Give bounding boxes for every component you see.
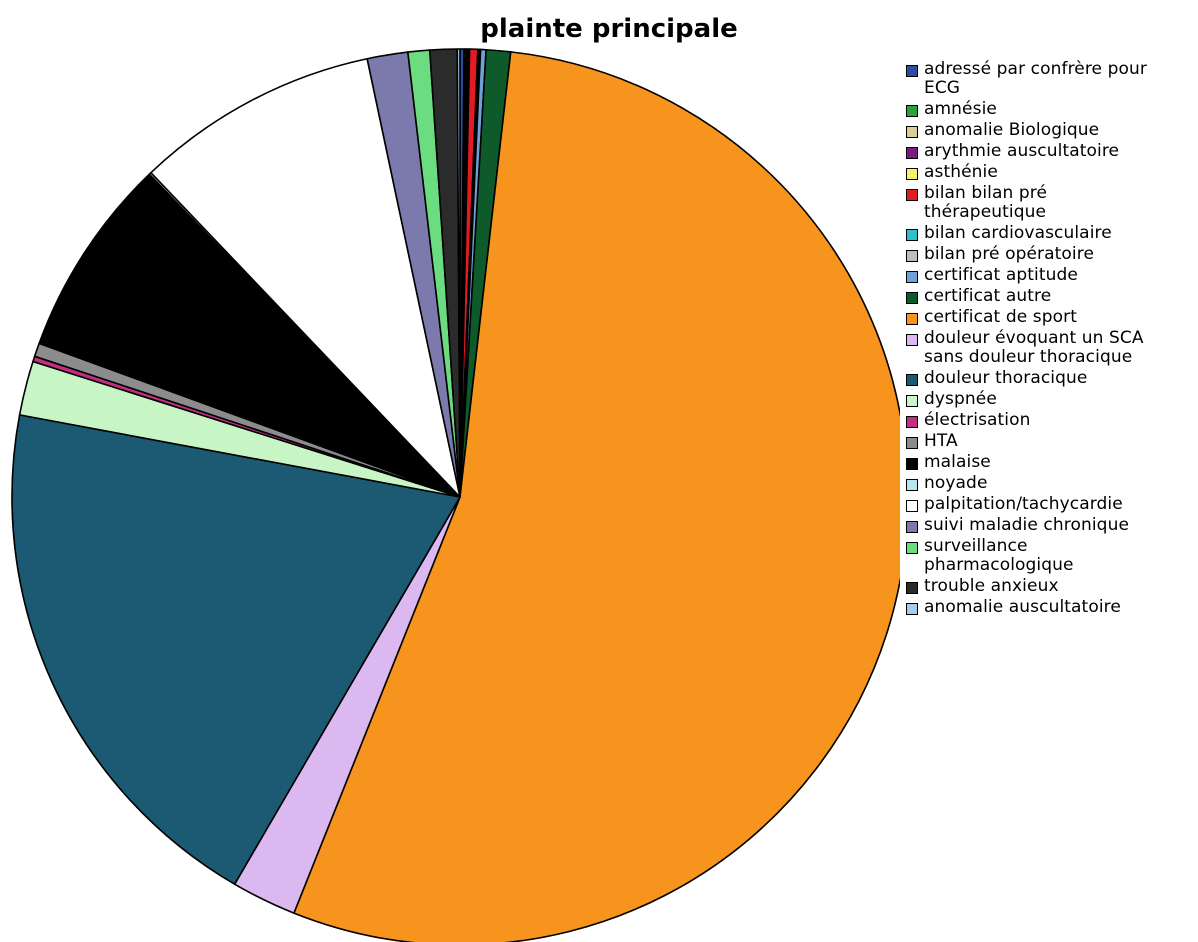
legend-swatch bbox=[906, 437, 918, 449]
legend-item: certificat autre bbox=[906, 287, 1196, 306]
chart-legend: adressé par confrère pour ECG amnésie anom… bbox=[906, 60, 1196, 619]
legend-item: douleur thoracique bbox=[906, 369, 1196, 388]
legend-label: bilan bilan pré thérapeutique bbox=[924, 183, 1048, 222]
legend-swatch bbox=[906, 189, 918, 201]
legend-swatch bbox=[906, 105, 918, 117]
legend-item: bilan cardiovasculaire bbox=[906, 224, 1196, 243]
legend-label: surveillance pharmacologique bbox=[924, 536, 1074, 575]
legend-label: électrisation bbox=[924, 410, 1031, 430]
legend-swatch bbox=[906, 542, 918, 554]
legend-swatch bbox=[906, 479, 918, 491]
legend-label: douleur thoracique bbox=[924, 368, 1088, 388]
legend-swatch bbox=[906, 126, 918, 138]
legend-label: bilan cardiovasculaire bbox=[924, 223, 1112, 243]
pie-slice bbox=[456, 48, 461, 498]
legend-swatch bbox=[906, 147, 918, 159]
legend-item: adressé par confrère pour ECG bbox=[906, 60, 1196, 98]
pie-slice bbox=[11, 414, 461, 885]
legend-swatch bbox=[906, 500, 918, 512]
legend-swatch bbox=[906, 603, 918, 615]
legend-label: palpitation/tachycardie bbox=[924, 494, 1123, 514]
legend-item: certificat de sport bbox=[906, 308, 1196, 327]
legend-label: arythmie auscultatoire bbox=[924, 141, 1120, 161]
legend-swatch bbox=[906, 458, 918, 470]
legend-item: certificat aptitude bbox=[906, 266, 1196, 285]
legend-label: certificat aptitude bbox=[924, 265, 1078, 285]
legend-label: anomalie auscultatoire bbox=[924, 597, 1121, 617]
pie-slice bbox=[293, 51, 900, 942]
legend-swatch bbox=[906, 229, 918, 241]
pie-slice bbox=[38, 173, 461, 498]
pie-slices bbox=[11, 48, 900, 942]
legend-swatch bbox=[906, 65, 918, 77]
legend-swatch bbox=[906, 271, 918, 283]
legend-item: asthénie bbox=[906, 163, 1196, 182]
legend-label: asthénie bbox=[924, 162, 998, 182]
legend-swatch bbox=[906, 168, 918, 180]
chart-title: plainte principale bbox=[480, 14, 738, 44]
legend-swatch bbox=[906, 334, 918, 346]
legend-item: anomalie Biologique bbox=[906, 121, 1196, 140]
legend-label: anomalie Biologique bbox=[924, 120, 1100, 140]
legend-item: HTA bbox=[906, 432, 1196, 451]
legend-item: bilan pré opératoire bbox=[906, 245, 1196, 264]
legend-item: noyade bbox=[906, 474, 1196, 493]
legend-item: malaise bbox=[906, 453, 1196, 472]
legend-item: suivi maladie chronique bbox=[906, 516, 1196, 535]
pie-chart bbox=[11, 48, 900, 942]
legend-swatch bbox=[906, 374, 918, 386]
legend-label: amnésie bbox=[924, 99, 997, 119]
legend-label: suivi maladie chronique bbox=[924, 515, 1129, 535]
legend-item: dyspnée bbox=[906, 390, 1196, 409]
legend-label: dyspnée bbox=[924, 389, 997, 409]
legend-item: arythmie auscultatoire bbox=[906, 142, 1196, 161]
legend-item: anomalie auscultatoire bbox=[906, 598, 1196, 617]
legend-item: électrisation bbox=[906, 411, 1196, 430]
legend-label: adressé par confrère pour ECG bbox=[924, 59, 1147, 98]
legend-item: trouble anxieux bbox=[906, 577, 1196, 596]
legend-swatch bbox=[906, 292, 918, 304]
legend-item: bilan bilan pré thérapeutique bbox=[906, 184, 1196, 222]
legend-label: certificat de sport bbox=[924, 307, 1077, 327]
legend-item: amnésie bbox=[906, 100, 1196, 119]
legend-swatch bbox=[906, 250, 918, 262]
legend-label: certificat autre bbox=[924, 286, 1052, 306]
legend-label: noyade bbox=[924, 473, 988, 493]
pie-slice bbox=[150, 57, 461, 498]
legend-label: malaise bbox=[924, 452, 991, 472]
legend-swatch bbox=[906, 416, 918, 428]
legend-label: douleur évoquant un SCA sans douleur tho… bbox=[924, 328, 1144, 367]
legend-swatch bbox=[906, 582, 918, 594]
legend-label: HTA bbox=[924, 431, 958, 451]
legend-swatch bbox=[906, 395, 918, 407]
legend-swatch bbox=[906, 521, 918, 533]
legend-item: palpitation/tachycardie bbox=[906, 495, 1196, 514]
legend-item: surveillance pharmacologique bbox=[906, 537, 1196, 575]
legend-label: trouble anxieux bbox=[924, 576, 1059, 596]
legend-label: bilan pré opératoire bbox=[924, 244, 1095, 264]
legend-swatch bbox=[906, 313, 918, 325]
legend-item: douleur évoquant un SCA sans douleur tho… bbox=[906, 329, 1196, 367]
